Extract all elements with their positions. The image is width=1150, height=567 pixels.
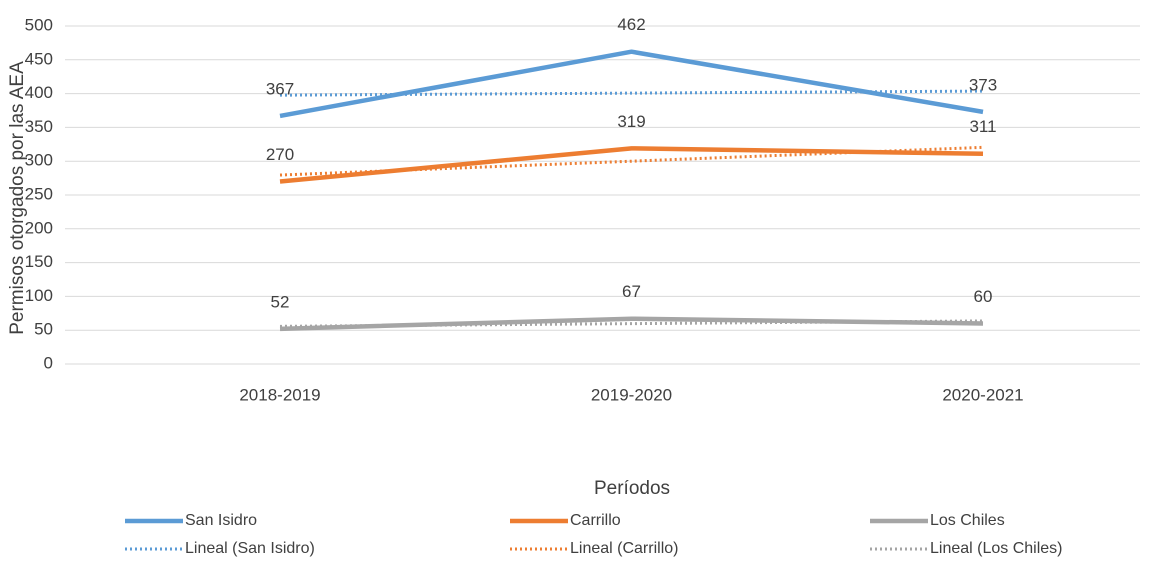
legend-label: Lineal (Carrillo) bbox=[570, 540, 678, 557]
y-tick-label: 400 bbox=[25, 83, 53, 102]
series-line bbox=[279, 316, 984, 332]
data-label: 270 bbox=[266, 145, 294, 164]
series-line bbox=[279, 146, 984, 184]
legend-label: Los Chiles bbox=[930, 512, 1005, 529]
y-tick-label: 50 bbox=[34, 320, 53, 339]
data-label: 367 bbox=[266, 79, 294, 98]
data-label: 67 bbox=[622, 282, 641, 301]
y-tick-label: 500 bbox=[25, 15, 53, 34]
y-tick-label: 150 bbox=[25, 252, 53, 271]
y-tick-label: 250 bbox=[25, 184, 53, 203]
data-label: 462 bbox=[617, 15, 645, 34]
y-axis-title: Permisos otorgados por las AEA bbox=[7, 61, 28, 335]
data-label: 319 bbox=[617, 112, 645, 131]
x-tick-label: 2019-2020 bbox=[591, 385, 672, 404]
legend-label: Lineal (San Isidro) bbox=[185, 540, 315, 557]
data-label: 52 bbox=[271, 292, 290, 311]
series-line bbox=[279, 49, 984, 119]
legend-label: Lineal (Los Chiles) bbox=[930, 540, 1063, 557]
x-tick-label: 2018-2019 bbox=[239, 385, 320, 404]
y-tick-label: 350 bbox=[25, 117, 53, 136]
y-tick-label: 300 bbox=[25, 151, 53, 170]
data-label: 373 bbox=[969, 75, 997, 94]
legend-label: San Isidro bbox=[185, 512, 257, 529]
y-tick-label: 0 bbox=[44, 353, 53, 372]
data-label: 60 bbox=[974, 287, 993, 306]
x-tick-label: 2020-2021 bbox=[942, 385, 1023, 404]
y-tick-label: 100 bbox=[25, 286, 53, 305]
legend-label: Carrillo bbox=[570, 512, 621, 529]
y-tick-label: 450 bbox=[25, 49, 53, 68]
data-label: 311 bbox=[969, 117, 996, 136]
y-tick-label: 200 bbox=[25, 218, 53, 237]
x-axis-title: Períodos bbox=[594, 478, 670, 499]
